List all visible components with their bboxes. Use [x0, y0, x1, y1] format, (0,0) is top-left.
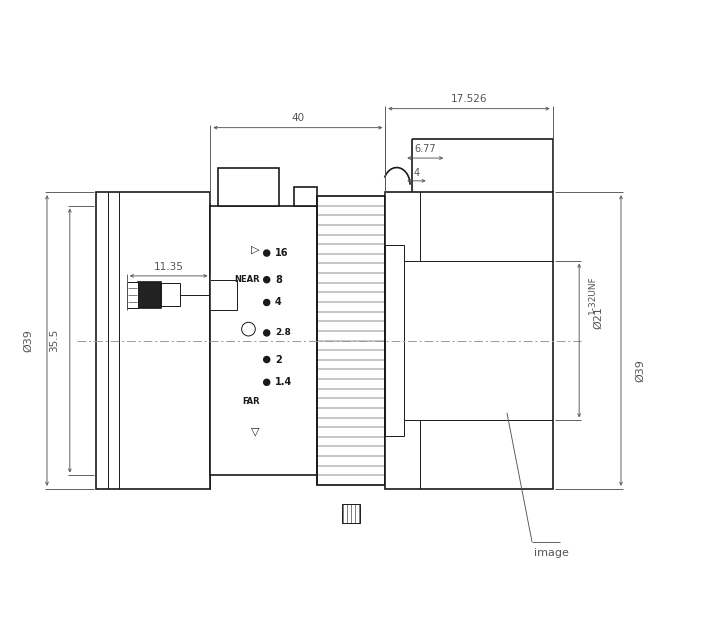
- Circle shape: [263, 356, 270, 363]
- Text: 2: 2: [275, 354, 282, 364]
- Text: 8: 8: [275, 275, 282, 285]
- Text: 1-32UNF: 1-32UNF: [588, 276, 597, 314]
- Bar: [317, 196, 385, 485]
- Text: ▷: ▷: [251, 244, 260, 255]
- Text: NEAR: NEAR: [234, 275, 260, 284]
- Circle shape: [263, 379, 270, 386]
- Bar: [127, 281, 138, 308]
- Bar: [218, 168, 279, 205]
- Text: 4: 4: [275, 298, 282, 308]
- Bar: [97, 192, 210, 489]
- Text: Ø21: Ø21: [593, 306, 603, 329]
- Circle shape: [263, 250, 270, 256]
- Text: 35.5: 35.5: [49, 329, 59, 352]
- Bar: [210, 205, 317, 475]
- Text: 11.35: 11.35: [154, 261, 184, 272]
- Text: 40: 40: [292, 113, 304, 123]
- Text: ▽: ▽: [251, 427, 260, 437]
- Bar: [138, 281, 161, 308]
- Text: 17.526: 17.526: [450, 94, 487, 104]
- Text: Ø39: Ø39: [23, 329, 33, 352]
- Circle shape: [263, 300, 270, 306]
- Text: Ø39: Ø39: [635, 359, 645, 383]
- Text: 2.8: 2.8: [275, 328, 291, 338]
- Bar: [161, 283, 180, 306]
- Text: 6.77: 6.77: [414, 144, 436, 154]
- Bar: [210, 280, 237, 310]
- Text: FAR: FAR: [242, 397, 260, 406]
- Bar: [342, 504, 360, 523]
- Bar: [385, 245, 405, 436]
- Text: 16: 16: [275, 248, 289, 258]
- Text: image: image: [534, 548, 568, 558]
- Circle shape: [263, 330, 270, 336]
- Circle shape: [263, 276, 270, 283]
- Text: 4: 4: [414, 168, 419, 178]
- Bar: [385, 192, 553, 489]
- Bar: [294, 187, 317, 205]
- Text: 1.4: 1.4: [275, 378, 292, 388]
